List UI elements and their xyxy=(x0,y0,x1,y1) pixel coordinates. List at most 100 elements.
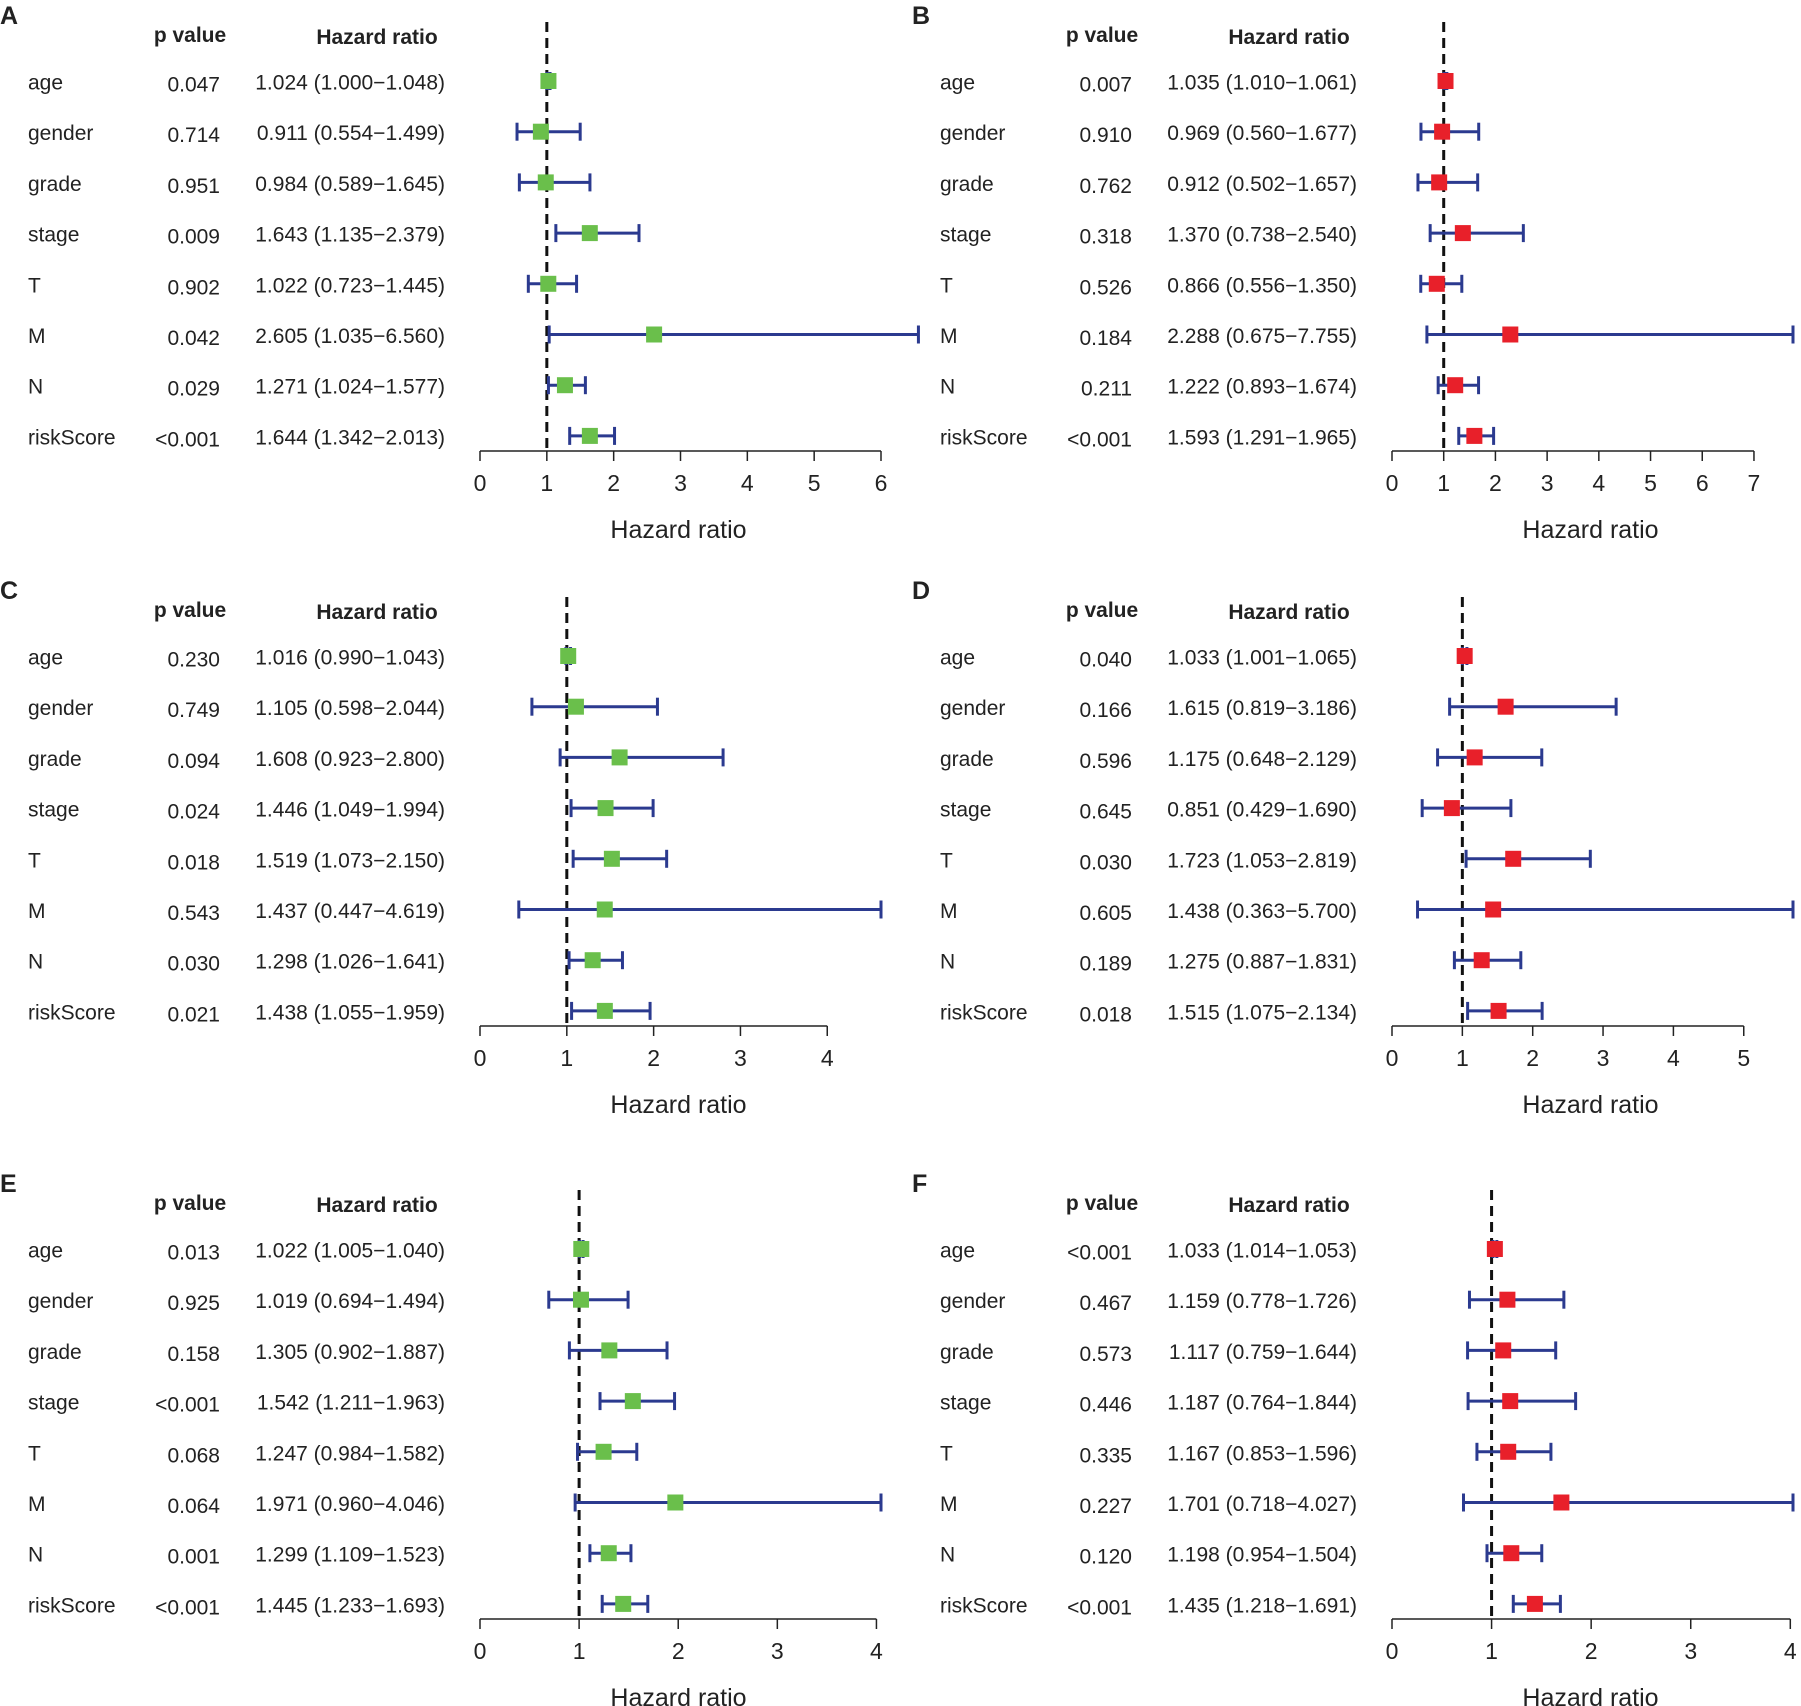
p-value: 0.227 xyxy=(1079,1495,1132,1518)
hr-marker-gender xyxy=(572,1291,589,1308)
hr-marker-n xyxy=(556,377,573,394)
x-tick-label: 2 xyxy=(607,470,620,496)
variable-label: stage xyxy=(28,224,79,247)
x-tick-label: 0 xyxy=(474,470,487,496)
hr-marker-riskscore xyxy=(615,1595,632,1612)
hazard-ratio-ci-text: 1.438 (1.055−1.959) xyxy=(255,1001,445,1024)
p-value: 0.951 xyxy=(167,175,220,198)
p-value-header: p value xyxy=(1066,599,1138,622)
x-axis-title: Hazard ratio xyxy=(1522,1684,1658,1706)
hazard-ratio-ci-text: 1.438 (0.363−5.700) xyxy=(1167,900,1357,923)
variable-label: stage xyxy=(28,1392,79,1415)
hazard-ratio-ci-text: 1.615 (0.819−3.186) xyxy=(1167,697,1357,720)
p-value: 0.042 xyxy=(167,327,220,350)
hazard-ratio-ci-text: 1.515 (1.075−2.134) xyxy=(1167,1001,1357,1024)
hazard-ratio-ci-text: 1.105 (0.598−2.044) xyxy=(255,697,445,720)
hr-marker-grade xyxy=(601,1342,618,1359)
variable-label: grade xyxy=(940,1341,994,1364)
forest-panel-d: Dp value Hazard ratio age 0.040 1.033 (1.001… xyxy=(912,577,1795,1119)
panel-letter: C xyxy=(0,577,18,605)
x-tick-label: 1 xyxy=(573,1638,586,1664)
p-value: 0.030 xyxy=(167,953,220,976)
hazard-ratio-ci-text: 0.866 (0.556−1.350) xyxy=(1167,274,1357,297)
estimates xyxy=(1416,72,1795,445)
variable-label: N xyxy=(28,1544,43,1567)
hazard-ratio-ci-text: 2.288 (0.675−7.755) xyxy=(1167,325,1357,348)
variable-label: M xyxy=(940,1493,958,1516)
p-value: 0.189 xyxy=(1079,953,1132,976)
hr-marker-riskscore xyxy=(581,427,598,444)
variable-label: M xyxy=(940,325,958,348)
p-value-header: p value xyxy=(154,599,226,622)
variable-label: gender xyxy=(940,697,1005,720)
hr-marker-gender xyxy=(1434,123,1451,140)
x-tick-label: 6 xyxy=(1696,470,1709,496)
hazard-ratio-ci-text: 1.971 (0.960−4.046) xyxy=(255,1493,445,1516)
p-value: 0.318 xyxy=(1079,226,1132,249)
rows: age 0.040 1.033 (1.001−1.065) gender 0.166 1.… xyxy=(940,647,1357,1027)
variable-label: age xyxy=(940,1240,975,1263)
hazard-ratio-ci-text: 1.701 (0.718−4.027) xyxy=(1167,1493,1357,1516)
hazard-ratio-ci-text: 1.275 (0.887−1.831) xyxy=(1167,951,1357,974)
hazard-ratio-ci-text: 1.643 (1.135−2.379) xyxy=(255,224,445,247)
variable-label: N xyxy=(940,376,955,399)
hr-marker-gender xyxy=(532,123,549,140)
x-tick-label: 1 xyxy=(540,470,553,496)
estimates xyxy=(547,1240,883,1613)
p-value: 0.009 xyxy=(167,226,220,249)
x-tick-label: 4 xyxy=(870,1638,883,1664)
x-tick-label: 2 xyxy=(1526,1045,1539,1071)
x-tick-label: 4 xyxy=(821,1045,834,1071)
x-tick-label: 3 xyxy=(1541,470,1554,496)
hr-marker-grade xyxy=(611,749,628,766)
variable-label: grade xyxy=(940,173,994,196)
variable-label: gender xyxy=(940,122,1005,145)
hr-marker-m xyxy=(1553,1494,1570,1511)
hazard-ratio-ci-text: 1.117 (0.759−1.644) xyxy=(1169,1341,1357,1364)
x-axis: 0 1 2 3 4 Hazard ratio xyxy=(474,1025,834,1119)
variable-label: gender xyxy=(940,1290,1005,1313)
hazard-ratio-ci-text: 1.019 (0.694−1.494) xyxy=(255,1290,445,1313)
p-value: 0.910 xyxy=(1079,124,1132,147)
p-value: 0.120 xyxy=(1079,1546,1132,1569)
p-value: 0.030 xyxy=(1079,851,1132,874)
hr-marker-riskscore xyxy=(596,1002,613,1019)
x-axis: 0 1 2 3 4 Hazard ratio xyxy=(1386,1618,1797,1706)
x-tick-label: 3 xyxy=(1597,1045,1610,1071)
x-tick-label: 5 xyxy=(1644,470,1657,496)
variable-label: gender xyxy=(28,122,93,145)
hazard-ratio-ci-text: 1.299 (1.109−1.523) xyxy=(255,1544,445,1567)
hazard-ratio-ci-text: 1.024 (1.000−1.048) xyxy=(255,72,445,95)
hr-marker-n xyxy=(600,1545,617,1562)
hazard-ratio-ci-text: 1.175 (0.648−2.129) xyxy=(1167,748,1357,771)
x-tick-label: 1 xyxy=(560,1045,573,1071)
hazard-ratio-ci-text: 0.912 (0.502−1.657) xyxy=(1167,173,1357,196)
x-tick-label: 0 xyxy=(1386,1638,1399,1664)
variable-label: stage xyxy=(940,799,991,822)
p-value: 0.018 xyxy=(1079,1003,1132,1026)
variable-label: riskScore xyxy=(940,1001,1028,1024)
x-tick-label: 5 xyxy=(808,470,821,496)
hazard-ratio-ci-text: 0.851 (0.429−1.690) xyxy=(1167,799,1357,822)
variable-label: T xyxy=(940,274,953,297)
p-value: 0.526 xyxy=(1079,276,1132,299)
hr-marker-stage xyxy=(581,225,598,242)
hazard-ratio-ci-text: 1.437 (0.447−4.619) xyxy=(255,900,445,923)
rows: age <0.001 1.033 (1.014−1.053) gender 0.467 1… xyxy=(940,1240,1357,1620)
p-value-header: p value xyxy=(1066,24,1138,47)
panel-letter: A xyxy=(0,2,18,30)
x-axis: 0 1 2 3 4 5 6 Hazard ratio xyxy=(474,450,887,544)
hr-marker-grade xyxy=(537,174,554,191)
p-value: 0.001 xyxy=(167,1546,220,1569)
hazard-ratio-header: Hazard ratio xyxy=(1228,1194,1349,1217)
hr-marker-t xyxy=(540,275,557,292)
variable-label: N xyxy=(28,951,43,974)
variable-label: age xyxy=(28,1240,63,1263)
p-value: <0.001 xyxy=(155,1394,220,1417)
x-tick-label: 4 xyxy=(1667,1045,1680,1071)
x-tick-label: 0 xyxy=(1386,1045,1399,1071)
hazard-ratio-ci-text: 1.187 (0.764−1.844) xyxy=(1167,1392,1357,1415)
variable-label: grade xyxy=(28,748,82,771)
hazard-ratio-ci-text: 1.198 (0.954−1.504) xyxy=(1167,1544,1357,1567)
x-tick-label: 2 xyxy=(672,1638,685,1664)
